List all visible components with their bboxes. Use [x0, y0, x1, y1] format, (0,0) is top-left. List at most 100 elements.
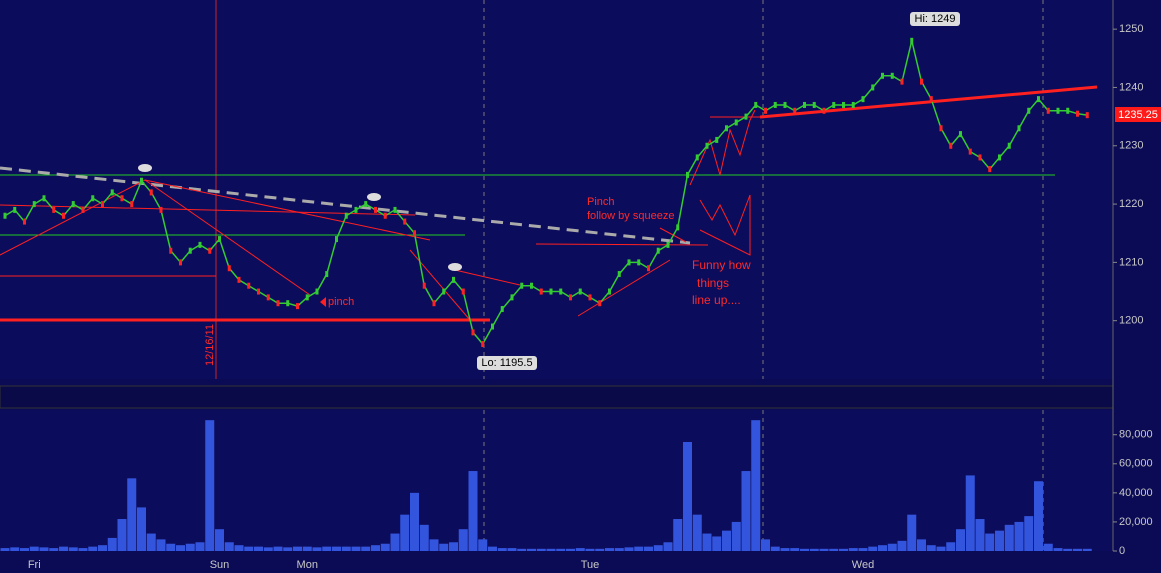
price-bar: [374, 206, 377, 213]
price-bar: [1007, 142, 1011, 149]
volume-bar: [614, 548, 624, 551]
volume-bar: [858, 548, 868, 551]
volume-bar: [283, 547, 293, 551]
volume-bar: [673, 519, 683, 551]
price-bar: [432, 300, 436, 307]
x-tick-label: Mon: [297, 559, 318, 571]
price-bar: [1017, 125, 1021, 132]
price-bar: [1046, 107, 1050, 114]
volume-bar: [741, 471, 751, 551]
price-bar: [471, 329, 475, 336]
volume-bar: [917, 539, 926, 551]
volume-bar: [527, 548, 536, 551]
pivot-markers: [138, 164, 462, 271]
volume-bar: [156, 539, 166, 551]
volume-bar: [595, 548, 605, 551]
drawings: [0, 85, 1098, 322]
price-bar: [62, 212, 65, 219]
volume-bar: [293, 546, 302, 551]
price-bar: [364, 201, 368, 208]
y-tick-label: 1240: [1119, 81, 1143, 93]
price-bar: [578, 288, 582, 295]
price-bar: [920, 78, 923, 85]
price-bar: [403, 218, 407, 225]
price-bar: [725, 125, 728, 132]
volume-bar: [98, 545, 107, 551]
date-label: 12/16/11: [204, 324, 216, 366]
volume-bar: [380, 543, 390, 551]
price-bar: [237, 276, 241, 283]
volume-bar: [390, 533, 400, 551]
price-bar: [695, 154, 699, 161]
price-bar: [159, 206, 163, 213]
price-bar: [13, 206, 17, 213]
volume-bar: [419, 524, 429, 551]
price-bar: [569, 294, 572, 301]
price-bar: [91, 195, 95, 202]
volume-bar: [49, 548, 59, 551]
volume-bar: [683, 441, 692, 551]
volume-bar: [800, 548, 809, 551]
volume-bar: [517, 548, 527, 551]
volume-bar: [1073, 548, 1082, 551]
price-bar: [988, 166, 992, 173]
volume-bar: [566, 548, 575, 551]
price-bar: [520, 282, 524, 289]
volume-bar: [985, 533, 995, 551]
price-bar: [354, 206, 358, 213]
volume-bar: [185, 543, 195, 551]
y-tick-label: 40,000: [1119, 487, 1153, 499]
price-bar: [452, 276, 455, 283]
price-bar: [959, 131, 962, 138]
price-bar: [257, 288, 260, 295]
volume-bar: [546, 548, 556, 551]
volume-bar: [926, 545, 936, 551]
price-bar: [637, 259, 641, 266]
volume-bar: [10, 547, 20, 551]
price-bar: [169, 247, 173, 254]
volume-bar: [878, 545, 887, 551]
annotation: things: [697, 276, 729, 290]
volume-bar: [868, 546, 878, 551]
volume-bar: [634, 546, 644, 551]
volume-bar: [536, 548, 546, 551]
price-bar: [949, 142, 953, 149]
volume-bar: [176, 545, 185, 551]
volume-bar: [127, 478, 137, 551]
volume-bar: [146, 533, 156, 551]
price-bar: [461, 288, 465, 295]
price-bar: [23, 218, 26, 225]
annotation: Pinch: [587, 196, 615, 208]
volume-bar: [809, 548, 819, 551]
volume-bar: [975, 519, 985, 551]
volume-bar: [780, 548, 790, 551]
study-strip: [0, 385, 1114, 409]
annotation: follow by squeeze: [587, 210, 674, 222]
volume-bar: [273, 546, 283, 551]
volume-bar: [1004, 524, 1014, 551]
price-bar: [208, 247, 212, 254]
volume-bar: [205, 420, 215, 551]
y-tick-label: 0: [1119, 545, 1125, 557]
volume-bar: [770, 546, 780, 551]
price-bar: [1027, 107, 1031, 114]
price-bar: [647, 265, 650, 272]
price-bar: [900, 78, 904, 85]
volume-bar: [78, 548, 88, 551]
price-bar: [140, 177, 143, 184]
volume-bar: [1043, 543, 1053, 551]
price-bar: [247, 282, 251, 289]
volume-bar: [712, 536, 722, 551]
price-bar: [871, 84, 875, 91]
volume-bar: [575, 548, 585, 551]
price-bar: [71, 201, 75, 208]
price-bar: [1066, 107, 1070, 114]
price-bar: [734, 119, 738, 126]
volume-bar: [88, 546, 98, 551]
price-bar: [608, 288, 611, 295]
price-bar: [422, 282, 426, 289]
y-tick-label: 20,000: [1119, 516, 1153, 528]
volume-bar: [790, 548, 800, 551]
price-bar: [335, 236, 338, 243]
